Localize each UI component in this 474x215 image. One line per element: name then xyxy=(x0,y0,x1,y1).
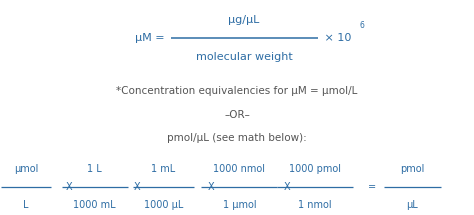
Text: μM =: μM = xyxy=(135,33,168,43)
Text: molecular weight: molecular weight xyxy=(196,52,292,62)
Text: μg/μL: μg/μL xyxy=(228,15,260,25)
Text: =: = xyxy=(368,182,376,192)
Text: 1000 nmol: 1000 nmol xyxy=(213,164,265,174)
Text: 1 L: 1 L xyxy=(87,164,102,174)
Text: 1 nmol: 1 nmol xyxy=(299,200,332,210)
Text: μmol: μmol xyxy=(14,164,38,174)
Text: –OR–: –OR– xyxy=(224,110,250,120)
Text: μL: μL xyxy=(407,200,418,210)
Text: X: X xyxy=(208,182,214,192)
Text: L: L xyxy=(23,200,29,210)
Text: 1 mL: 1 mL xyxy=(151,164,176,174)
Text: 1000 pmol: 1000 pmol xyxy=(289,164,341,174)
Text: X: X xyxy=(134,182,141,192)
Text: *Concentration equivalencies for μM = μmol/L: *Concentration equivalencies for μM = μm… xyxy=(116,86,358,96)
Text: 1000 mL: 1000 mL xyxy=(73,200,116,210)
Text: X: X xyxy=(65,182,72,192)
Text: pmol: pmol xyxy=(400,164,425,174)
Text: × 10: × 10 xyxy=(321,33,352,43)
Text: 1 μmol: 1 μmol xyxy=(223,200,256,210)
Text: X: X xyxy=(283,182,290,192)
Text: 1000 μL: 1000 μL xyxy=(144,200,183,210)
Text: pmol/μL (see math below):: pmol/μL (see math below): xyxy=(167,133,307,143)
Text: 6: 6 xyxy=(359,21,364,30)
